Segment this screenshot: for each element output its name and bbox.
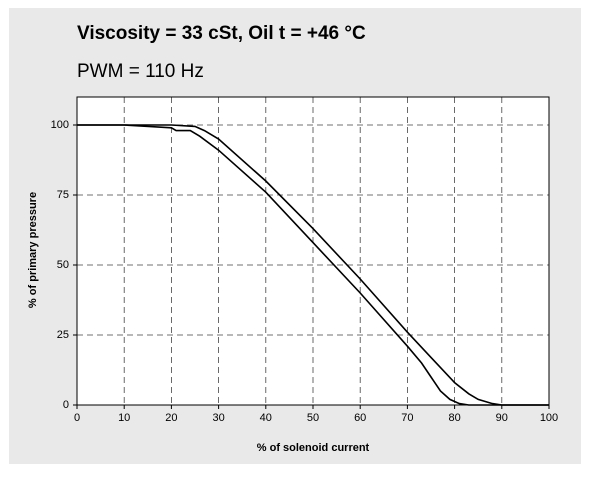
- x-tick-label: 90: [496, 412, 508, 424]
- x-tick-label: 100: [540, 412, 558, 424]
- x-tick-label: 30: [212, 412, 224, 424]
- chart-title: Viscosity = 33 cSt, Oil t = +46 °C: [77, 23, 366, 44]
- x-tick-label: 70: [401, 412, 413, 424]
- y-axis-label: % of primary pressure: [27, 192, 39, 308]
- x-tick-label: 0: [74, 412, 80, 424]
- chart-subtitle: PWM = 110 Hz: [77, 61, 204, 82]
- x-tick-label: 40: [260, 412, 272, 424]
- x-tick-label: 20: [165, 412, 177, 424]
- x-tick-label: 60: [354, 412, 366, 424]
- y-tick-label: 0: [63, 399, 69, 411]
- x-tick-label: 50: [307, 412, 319, 424]
- line: [77, 124, 549, 406]
- x-axis-label: % of solenoid current: [257, 442, 370, 454]
- y-tick-label: 50: [57, 259, 69, 271]
- y-tick-label: 75: [57, 189, 69, 201]
- x-tick-label: 80: [448, 412, 460, 424]
- x-tick-label: 10: [118, 412, 130, 424]
- line: [77, 124, 549, 406]
- y-tick-label: 100: [51, 119, 69, 131]
- y-tick-label: 25: [57, 329, 69, 341]
- plot-frame: [76, 96, 550, 406]
